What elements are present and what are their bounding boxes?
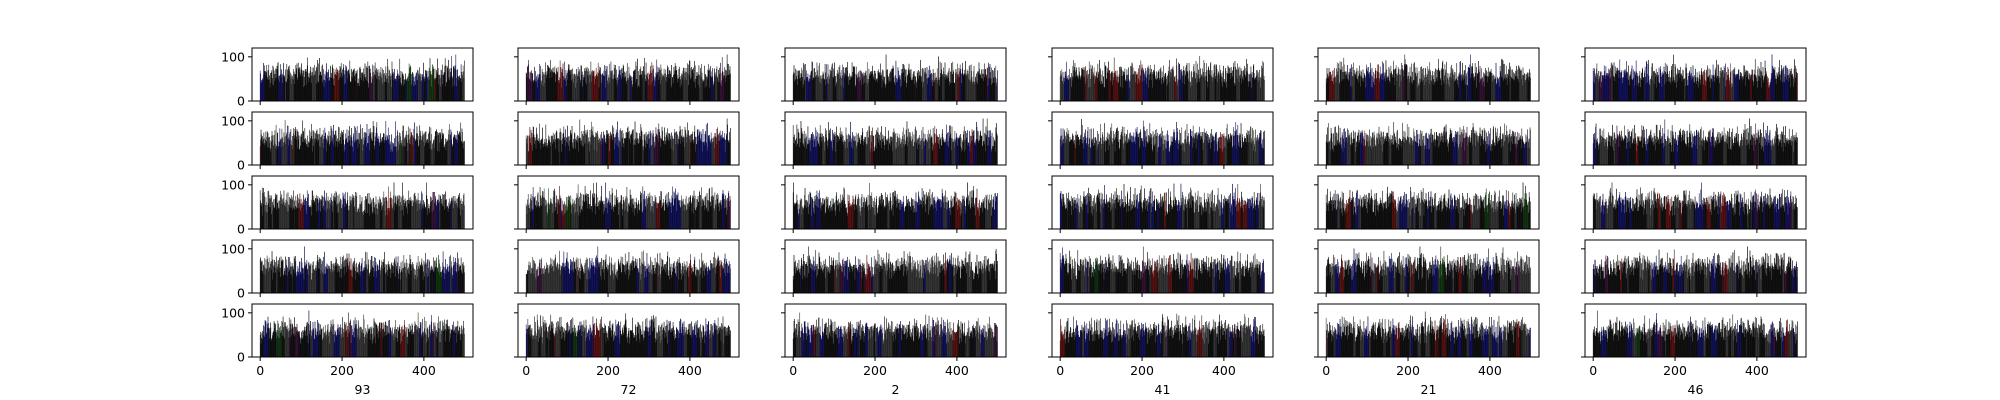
panel-r2-c2	[514, 111, 740, 169]
bar-series	[792, 118, 998, 166]
bar-series	[1059, 118, 1265, 166]
y-tick-label: 0	[237, 158, 245, 173]
panel-r2-c3	[781, 111, 1007, 169]
y-tick-label: 100	[221, 49, 245, 64]
bar-series	[259, 54, 465, 102]
panel-r1-c3	[781, 47, 1007, 105]
panel-r2-c1: 0 100	[221, 111, 474, 173]
panel-r1-c4	[1048, 47, 1274, 105]
bar-series	[525, 118, 731, 166]
panel-r1-c6	[1581, 47, 1807, 105]
bar-series	[1592, 54, 1798, 102]
bar-series	[259, 120, 465, 166]
bar-series	[792, 54, 998, 102]
panel-r1-c1: 0 100	[221, 47, 474, 109]
panel-r2-c4	[1048, 111, 1274, 169]
y-tick-label: 100	[221, 113, 245, 128]
bar-series	[1059, 56, 1265, 102]
panel-r1-c5	[1314, 47, 1540, 105]
bar-series	[1325, 54, 1531, 102]
bar-series	[525, 54, 731, 102]
panel-r1-c2	[514, 47, 740, 105]
y-tick-label: 0	[237, 94, 245, 109]
